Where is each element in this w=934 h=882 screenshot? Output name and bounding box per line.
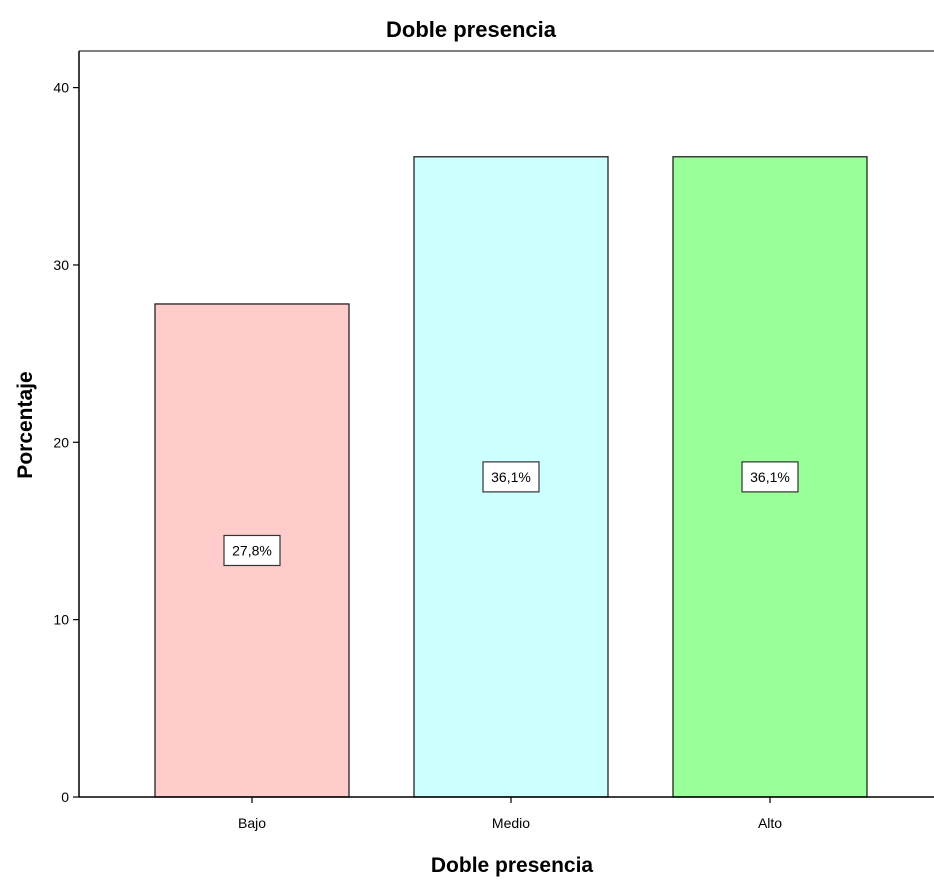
y-tick-label: 30	[53, 257, 69, 273]
x-tick-label-alto: Alto	[758, 815, 782, 831]
data-label-box	[741, 461, 799, 493]
x-axis-title: Doble presencia	[431, 854, 594, 877]
data-label: 36,1%	[491, 469, 531, 485]
data-label: 36,1%	[750, 469, 790, 485]
chart-title: Doble presencia	[386, 17, 557, 42]
y-tick-label: 0	[61, 789, 69, 805]
data-label-box	[223, 534, 281, 567]
y-tick-label: 20	[53, 434, 69, 450]
y-tick-label: 40	[53, 80, 69, 96]
data-label-box	[482, 461, 540, 493]
x-tick-label-bajo: Bajo	[238, 815, 266, 831]
y-tick-label: 10	[53, 612, 69, 628]
x-tick-label-medio: Medio	[492, 815, 530, 831]
plot-area: 0 10 20 30 40 Bajo Medio Alto 27,8% 36,1% 36,1%	[53, 50, 934, 831]
y-axis-title: Porcentaje	[14, 371, 37, 478]
data-label: 27,8%	[232, 542, 272, 558]
